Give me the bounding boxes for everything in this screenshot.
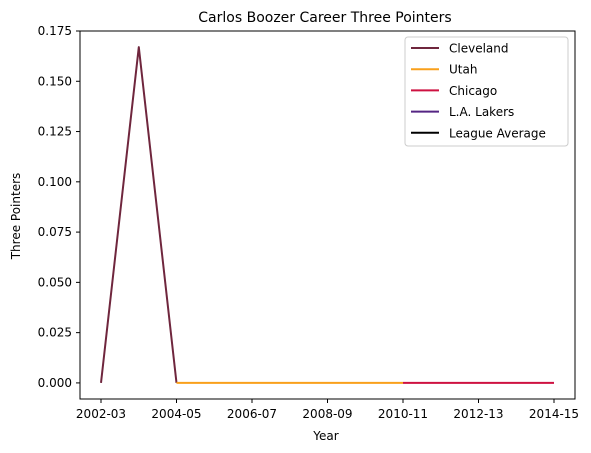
- plot-area: 2002-03 2004-05 2006-07 2008-09 2010-11 2012-…: [38, 24, 579, 421]
- series-line-cleveland: [100, 46, 178, 384]
- legend-label-cleveland: Cleveland: [449, 42, 509, 56]
- y-tick-label: 0.075: [38, 225, 72, 239]
- legend-label-chicago: Chicago: [449, 84, 497, 98]
- legend-box: [404, 36, 569, 147]
- x-tick-label: 2012-13: [453, 407, 503, 421]
- y-tick-label: 0.150: [38, 74, 72, 88]
- x-axis-label: Year: [312, 429, 338, 443]
- legend-label-league-average: League Average: [449, 126, 546, 140]
- y-axis-label: Three Pointers: [9, 173, 23, 261]
- x-tick-label: 2004-05: [151, 407, 201, 421]
- y-tick-label: 0.175: [38, 24, 72, 38]
- legend-label-l-a-lakers: L.A. Lakers: [449, 105, 514, 119]
- x-tick-label: 2008-09: [302, 407, 352, 421]
- legend-label-utah: Utah: [449, 63, 477, 77]
- y-tick-label: 0.025: [38, 326, 72, 340]
- y-tick-label: 0.050: [38, 275, 72, 289]
- y-tick-label: 0.000: [38, 376, 72, 390]
- y-tick-label: 0.100: [38, 175, 72, 189]
- x-tick-label: 2010-11: [378, 407, 428, 421]
- chart-title: Carlos Boozer Career Three Pointers: [198, 10, 451, 26]
- y-tick-label: 0.125: [38, 125, 72, 139]
- x-tick-label: 2006-07: [227, 407, 277, 421]
- x-tick-label: 2002-03: [76, 407, 126, 421]
- legend: Cleveland Utah Chicago L.A. Lakers League Av…: [404, 36, 569, 147]
- x-tick-label: 2014-15: [529, 407, 579, 421]
